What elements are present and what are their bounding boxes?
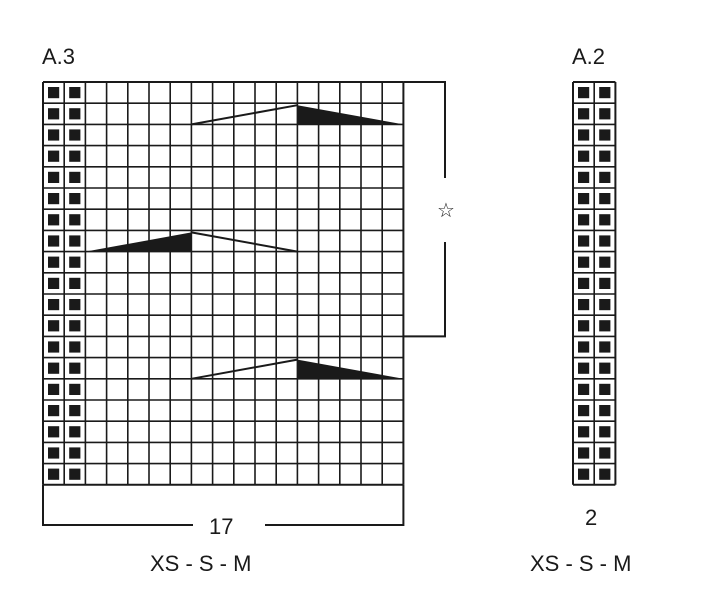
purl-stitch-square (69, 320, 81, 332)
purl-stitch-square (599, 383, 611, 395)
purl-stitch-square (48, 150, 60, 162)
purl-stitch-square (48, 447, 60, 459)
purl-stitch-square (578, 193, 590, 205)
purl-stitch-square (69, 426, 81, 438)
purl-stitch-square (578, 235, 590, 247)
purl-stitch-square (578, 383, 590, 395)
purl-stitch-square (69, 150, 81, 162)
purl-stitch-square (69, 214, 81, 226)
wedge-filled (297, 359, 404, 379)
purl-stitch-square (599, 468, 611, 480)
repeat-star-icon: ☆ (437, 200, 455, 222)
chart-a2-title: A.2 (572, 44, 606, 69)
chart-a2-sizes: XS - S - M (530, 551, 632, 576)
purl-stitch-square (578, 129, 590, 141)
purl-stitch-square (599, 129, 611, 141)
purl-stitch-square (599, 171, 611, 183)
purl-stitch-square (48, 171, 60, 183)
purl-stitch-square (69, 468, 81, 480)
purl-stitch-square (599, 277, 611, 289)
purl-stitch-square (48, 405, 60, 417)
purl-stitch-square (599, 87, 611, 99)
purl-stitch-square (578, 150, 590, 162)
purl-stitch-square (578, 341, 590, 353)
purl-stitch-square (599, 214, 611, 226)
purl-stitch-square (48, 235, 60, 247)
purl-stitch-square (48, 256, 60, 268)
wedge-outline (191, 104, 298, 126)
chart-a3-sizes: XS - S - M (150, 551, 252, 576)
purl-stitch-square (599, 108, 611, 120)
chart-a2-width-label: 2 (585, 505, 598, 530)
chart-a3-width-label: 17 (209, 514, 234, 539)
purl-stitch-square (69, 362, 81, 374)
width-bracket-left (42, 484, 193, 526)
purl-stitch-square (599, 426, 611, 438)
purl-stitch-square (69, 277, 81, 289)
purl-stitch-square (69, 383, 81, 395)
purl-stitch-square (599, 235, 611, 247)
wedge-filled (85, 232, 192, 252)
purl-stitch-square (599, 447, 611, 459)
purl-stitch-square (48, 341, 60, 353)
purl-stitch-square (599, 341, 611, 353)
purl-stitch-square (599, 256, 611, 268)
purl-stitch-square (69, 193, 81, 205)
purl-stitch-square (578, 214, 590, 226)
purl-stitch-square (578, 171, 590, 183)
repeat-bracket-bottom (403, 242, 446, 338)
purl-stitch-square (48, 468, 60, 480)
purl-stitch-square (69, 129, 81, 141)
purl-stitch-square (578, 447, 590, 459)
purl-stitch-square (69, 256, 81, 268)
purl-stitch-square (599, 299, 611, 311)
purl-stitch-square (578, 277, 590, 289)
purl-stitch-square (578, 362, 590, 374)
chart-a3-title: A.3 (42, 44, 76, 69)
purl-stitch-square (48, 299, 60, 311)
wedge-outline (191, 358, 298, 380)
purl-stitch-square (599, 320, 611, 332)
purl-stitch-square (599, 362, 611, 374)
purl-stitch-square (48, 383, 60, 395)
purl-stitch-square (48, 320, 60, 332)
purl-stitch-square (578, 320, 590, 332)
purl-stitch-square (69, 108, 81, 120)
purl-stitch-square (578, 108, 590, 120)
purl-stitch-square (599, 405, 611, 417)
purl-stitch-square (599, 193, 611, 205)
purl-stitch-square (578, 426, 590, 438)
purl-stitch-square (69, 405, 81, 417)
purl-stitch-square (69, 447, 81, 459)
purl-stitch-square (578, 405, 590, 417)
purl-stitch-square (69, 87, 81, 99)
purl-stitch-square (69, 235, 81, 247)
wedge-outline (191, 231, 298, 253)
purl-stitch-square (48, 214, 60, 226)
purl-stitch-square (48, 193, 60, 205)
width-bracket-right (265, 484, 405, 526)
purl-stitch-square (48, 108, 60, 120)
purl-stitch-square (578, 468, 590, 480)
wedge-filled (297, 105, 404, 125)
purl-stitch-square (69, 171, 81, 183)
purl-stitch-square (48, 129, 60, 141)
purl-stitch-square (69, 341, 81, 353)
purl-stitch-square (48, 87, 60, 99)
purl-stitch-square (578, 299, 590, 311)
purl-stitch-square (48, 277, 60, 289)
purl-stitch-square (599, 150, 611, 162)
purl-stitch-square (48, 426, 60, 438)
purl-stitch-square (578, 87, 590, 99)
purl-stitch-square (48, 362, 60, 374)
purl-stitch-square (578, 256, 590, 268)
repeat-bracket-top (403, 81, 446, 178)
purl-stitch-square (69, 299, 81, 311)
